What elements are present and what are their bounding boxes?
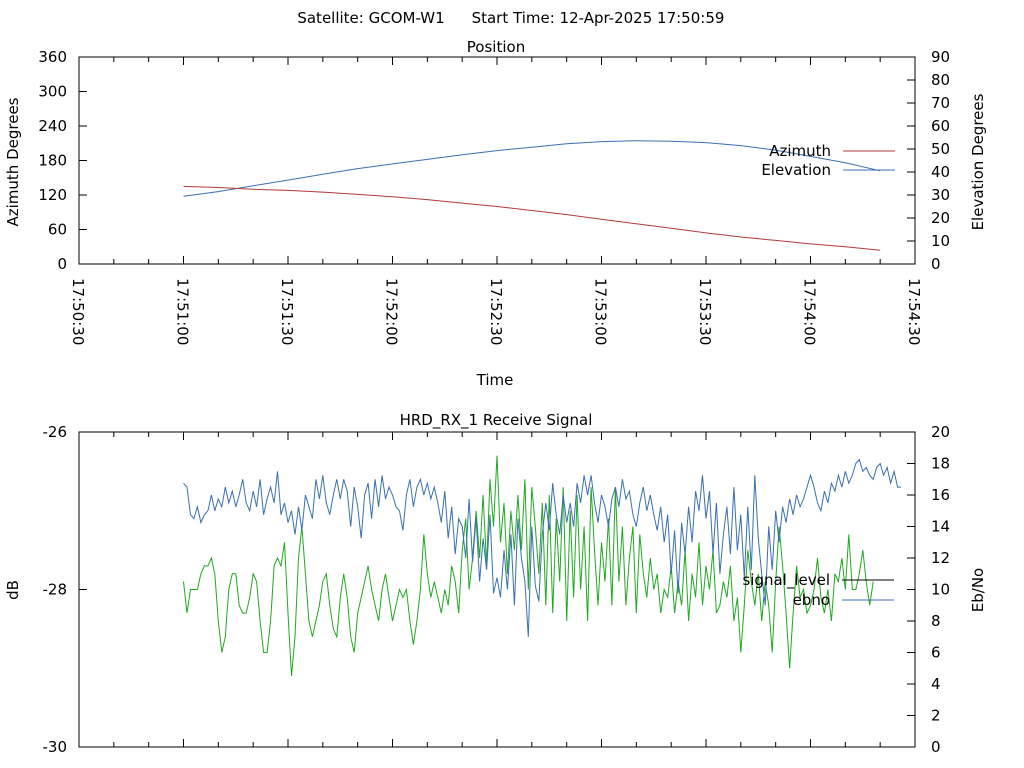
position-x-axis-label: Time [476, 371, 514, 389]
x-tick-label: 17:54:00 [801, 278, 819, 345]
series-line-ebno [183, 455, 874, 677]
y2-tick-label: 2 [931, 707, 941, 725]
chart-0-group: 0 60 120 180 240 300 360 0 10 20 30 40 50 60 70 80 90 17:… [38, 48, 950, 345]
y-tick-label: -28 [43, 581, 68, 599]
x-tick-label: 17:51:00 [174, 278, 192, 345]
satellite-label: Satellite: GCOM-W1 [297, 9, 444, 27]
x-tick-label: 17:52:00 [383, 278, 401, 345]
y-tick-label: 60 [48, 221, 67, 239]
series-line-azimuth [183, 185, 881, 251]
position-y2-axis-label: Elevation Degrees [969, 93, 987, 230]
y2-tick-label: 80 [931, 71, 950, 89]
y2-tick-label: 0 [931, 255, 941, 273]
y-tick-label: -30 [43, 738, 68, 756]
y-tick-label: -26 [43, 423, 68, 441]
y2-tick-label: 20 [931, 423, 950, 441]
y2-tick-label: 30 [931, 186, 950, 204]
signal-y2-axis-label: Eb/No [969, 568, 987, 612]
y2-tick-label: 10 [931, 581, 950, 599]
legend-label: signal_level [742, 571, 830, 590]
x-tick-label: 17:52:30 [487, 278, 505, 345]
y2-tick-label: 20 [931, 209, 950, 227]
y2-tick-label: 4 [931, 675, 941, 693]
signal-y-axis-label: dB [4, 580, 22, 600]
series-line-elevation [183, 140, 881, 197]
y2-tick-label: 70 [931, 94, 950, 112]
signal-chart-title: HRD_RX_1 Receive Signal [400, 411, 593, 430]
legend-label: Elevation [761, 161, 831, 179]
position-y-axis-label: Azimuth Degrees [4, 97, 22, 226]
y-tick-label: 180 [38, 152, 67, 170]
y-tick-label: 240 [38, 117, 67, 135]
x-tick-label: 17:53:00 [592, 278, 610, 345]
position-chart-title: Position [467, 38, 525, 56]
y2-tick-label: 10 [931, 232, 950, 250]
y2-tick-label: 18 [931, 455, 950, 473]
series-line-signal-level [183, 458, 902, 637]
plot-frame [78, 431, 916, 748]
x-tick-label: 17:51:30 [278, 278, 296, 345]
y-tick-label: 0 [57, 255, 67, 273]
chart-1-group: -26 -28 -30 0 2 4 6 8 10 12 14 16 18 20 signal_leveleb… [43, 423, 951, 756]
legend-label: Azimuth [769, 142, 831, 160]
y2-tick-label: 60 [931, 117, 950, 135]
x-tick-label: 17:50:30 [69, 278, 87, 345]
y2-tick-label: 50 [931, 140, 950, 158]
y2-tick-label: 0 [931, 738, 941, 756]
y2-tick-label: 16 [931, 486, 950, 504]
y2-tick-label: 8 [931, 612, 941, 630]
y-tick-label: 360 [38, 48, 67, 66]
legend-label: ebno [793, 591, 830, 609]
y2-tick-label: 14 [931, 518, 950, 536]
y-tick-label: 300 [38, 83, 67, 101]
y2-tick-label: 40 [931, 163, 950, 181]
y2-tick-label: 6 [931, 644, 941, 662]
start-time-label: Start Time: 12-Apr-2025 17:50:59 [472, 9, 725, 27]
x-tick-label: 17:53:30 [696, 278, 714, 345]
y2-tick-label: 90 [931, 48, 950, 66]
y-tick-label: 120 [38, 186, 67, 204]
y2-tick-label: 12 [931, 549, 950, 567]
x-tick-label: 17:54:30 [905, 278, 923, 345]
